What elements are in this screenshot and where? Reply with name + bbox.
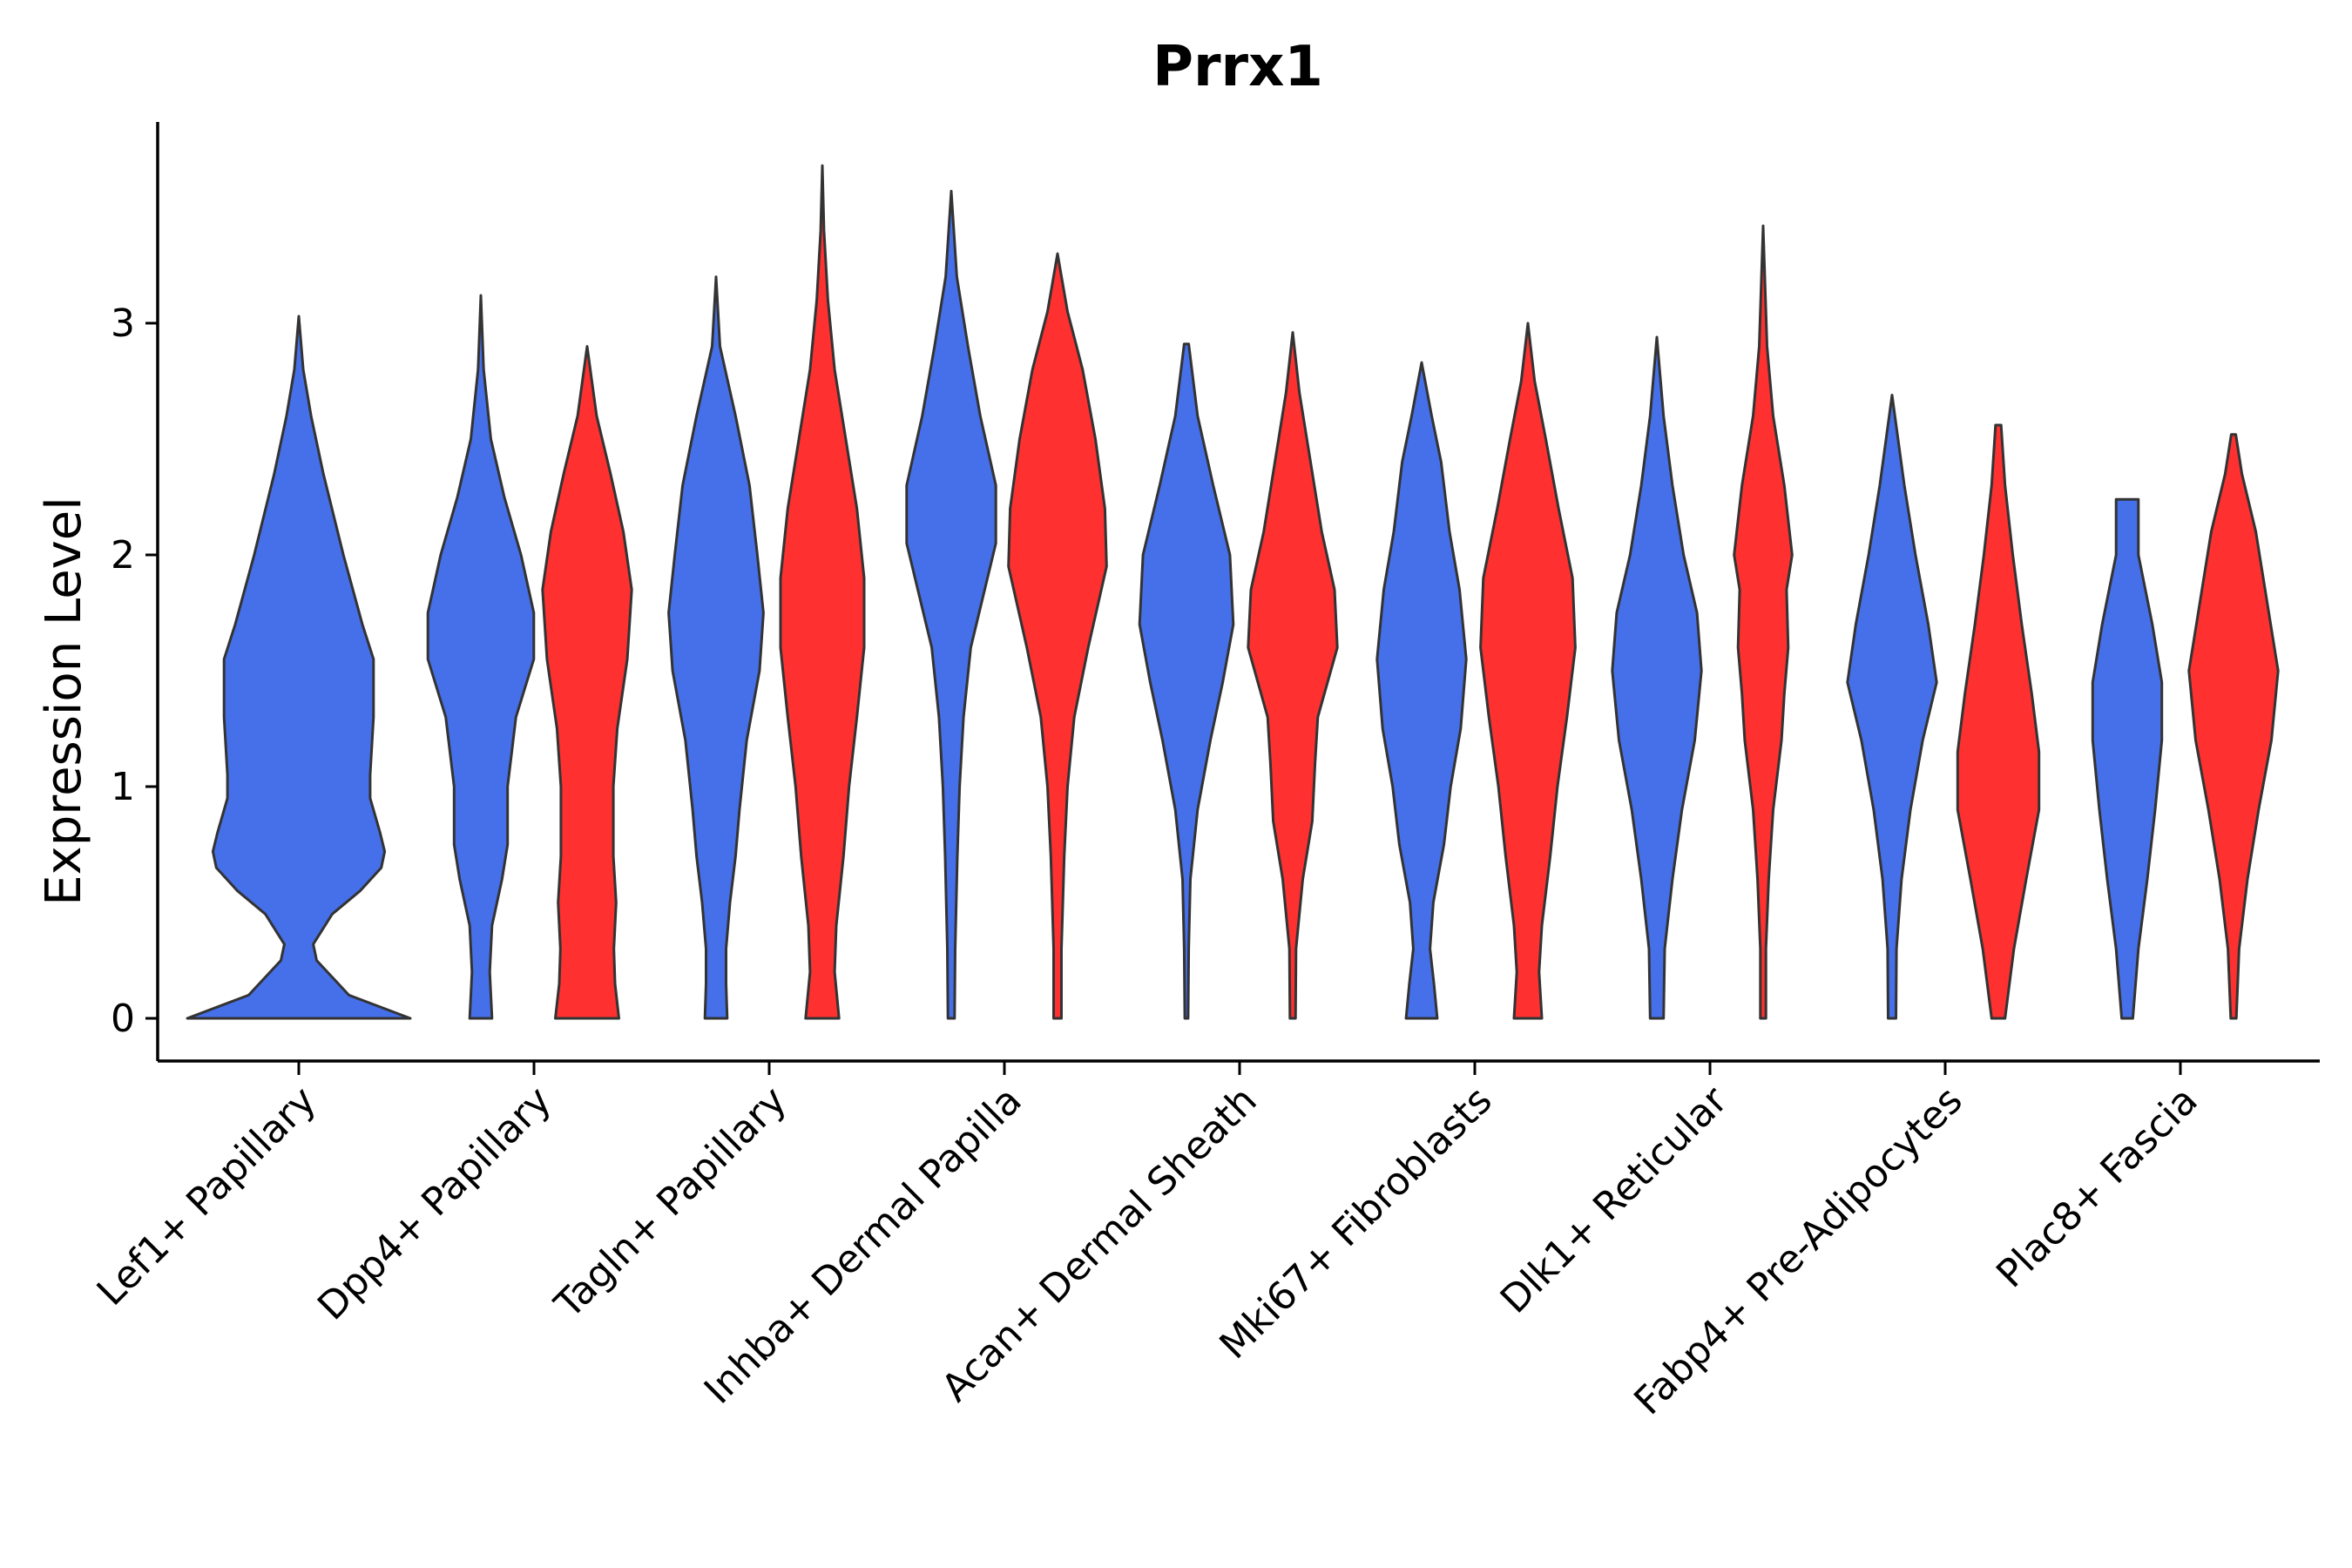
- violin-blue-9: [1375, 361, 1468, 1020]
- violin-red-16: [2187, 433, 2280, 1020]
- y-ticks: 0 1 2 3: [111, 301, 158, 1041]
- y-tick-label: 3: [111, 301, 135, 346]
- y-axis-label: Expression Level: [36, 497, 92, 906]
- violin-blue-7: [1138, 342, 1235, 1020]
- x-tick-label: Mki67+ Fibroblasts: [1211, 1078, 1500, 1368]
- x-tick-label: Dpp4+ Papillary: [309, 1078, 560, 1329]
- violin-blue-5: [905, 189, 997, 1020]
- violin-red-14: [1956, 423, 2041, 1020]
- x-tick-label: Tagln+ Papillary: [546, 1078, 795, 1328]
- y-tick-label: 1: [111, 765, 135, 809]
- chart-title: Prrx1: [1152, 35, 1323, 99]
- violin-red-4: [779, 164, 866, 1020]
- y-tick-label: 2: [111, 533, 135, 578]
- violin-blue-15: [2091, 497, 2164, 1020]
- violin-blue-0: [186, 314, 412, 1020]
- violin-red-2: [541, 345, 633, 1020]
- violin-red-6: [1007, 252, 1108, 1020]
- violin-blue-11: [1611, 335, 1703, 1020]
- violin-blue-13: [1846, 394, 1938, 1020]
- violin-blue-3: [667, 275, 765, 1020]
- violin-group: [186, 164, 2280, 1020]
- violin-blue-1: [426, 294, 536, 1020]
- x-tick-label: Plac8+ Fascia: [1988, 1078, 2207, 1297]
- x-tick-label: Lef1+ Papillary: [89, 1078, 325, 1315]
- violin-red-12: [1733, 224, 1794, 1020]
- x-tick-label: Dlk1+ Reticular: [1492, 1078, 1737, 1322]
- y-tick-label: 0: [111, 997, 135, 1041]
- violin-red-10: [1479, 321, 1577, 1020]
- violin-red-8: [1247, 331, 1339, 1020]
